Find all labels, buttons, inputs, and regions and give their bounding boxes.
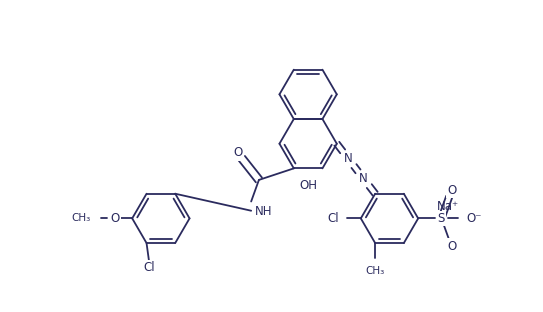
Text: O⁻: O⁻ — [466, 212, 482, 225]
Text: Na⁺: Na⁺ — [437, 200, 459, 213]
Text: Cl: Cl — [327, 212, 339, 225]
Text: O: O — [233, 146, 243, 159]
Text: CH₃: CH₃ — [365, 266, 385, 276]
Text: O: O — [447, 184, 456, 197]
Text: OH: OH — [300, 179, 318, 192]
Text: CH₃: CH₃ — [72, 213, 91, 223]
Text: Cl: Cl — [143, 261, 155, 274]
Text: NH: NH — [255, 205, 273, 218]
Text: S: S — [438, 212, 445, 225]
Text: O: O — [111, 212, 120, 225]
Text: N: N — [359, 172, 368, 185]
Text: O: O — [447, 240, 456, 253]
Text: N: N — [344, 152, 353, 165]
